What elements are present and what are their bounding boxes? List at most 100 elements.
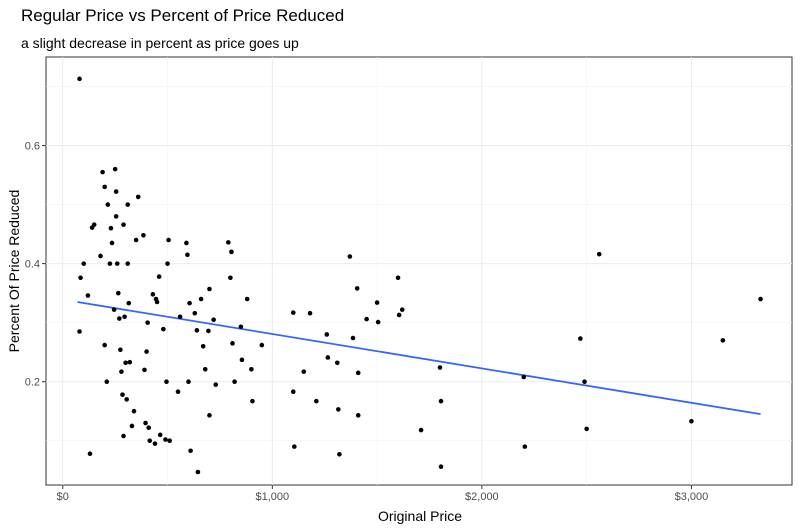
data-point	[146, 425, 151, 431]
data-point	[521, 374, 527, 380]
data-point	[334, 360, 340, 366]
data-point	[129, 423, 135, 429]
data-point	[192, 310, 198, 316]
data-point	[290, 310, 296, 315]
data-point	[437, 365, 443, 370]
data-point	[113, 214, 119, 219]
data-point	[347, 254, 353, 259]
data-point	[207, 286, 212, 292]
data-point	[375, 319, 381, 325]
data-point	[161, 326, 166, 332]
data-point	[239, 357, 245, 363]
data-point	[186, 379, 191, 384]
data-point	[150, 292, 156, 297]
data-point	[578, 336, 583, 341]
data-point	[135, 194, 141, 200]
data-point	[229, 249, 234, 255]
data-point	[123, 360, 128, 366]
data-point	[336, 407, 341, 412]
data-point	[438, 398, 444, 404]
data-point	[249, 366, 254, 372]
y-tick-label: 0.4	[25, 259, 40, 271]
data-point	[226, 240, 231, 245]
data-point	[228, 275, 233, 281]
data-point	[522, 444, 528, 449]
data-point	[418, 427, 424, 433]
data-point	[325, 355, 331, 360]
x-tick-label: $0	[57, 491, 69, 503]
data-point	[689, 418, 694, 424]
data-point	[354, 286, 360, 291]
data-point	[111, 307, 117, 312]
data-point	[213, 382, 219, 387]
data-point	[292, 444, 297, 449]
data-point	[307, 310, 313, 316]
data-point	[582, 379, 587, 384]
data-point	[118, 347, 123, 353]
data-point	[100, 169, 105, 175]
data-point	[122, 314, 127, 320]
data-point	[167, 438, 172, 444]
data-point	[584, 426, 589, 432]
data-point	[91, 222, 97, 227]
data-point	[77, 329, 82, 334]
data-point	[184, 240, 189, 246]
data-point	[185, 252, 190, 258]
data-point	[720, 338, 726, 343]
data-point	[195, 469, 201, 475]
data-point	[98, 253, 103, 259]
data-point	[396, 312, 402, 318]
data-point	[232, 379, 237, 384]
data-point	[112, 166, 118, 172]
data-point	[438, 464, 444, 469]
data-point	[355, 370, 361, 376]
data-point	[121, 222, 126, 227]
grid-major	[46, 57, 792, 485]
data-point	[187, 300, 192, 306]
data-point	[113, 189, 119, 194]
data-point	[142, 367, 147, 373]
points-group	[77, 76, 763, 475]
data-point	[121, 433, 126, 439]
data-point	[175, 389, 181, 395]
data-point	[250, 398, 255, 404]
data-point	[152, 441, 158, 446]
data-point	[125, 261, 131, 266]
data-point	[324, 332, 330, 337]
data-point	[337, 452, 342, 457]
data-point	[207, 413, 212, 418]
data-point	[77, 76, 82, 82]
data-point	[143, 420, 148, 426]
data-point	[141, 232, 146, 238]
x-tick-label: $3,000	[675, 491, 709, 503]
data-point	[314, 398, 319, 404]
data-point	[78, 275, 83, 281]
y-axis-ticks: 0.2 0.4 0.6	[25, 141, 46, 389]
data-point	[596, 251, 602, 257]
y-tick-label: 0.2	[25, 377, 40, 389]
y-axis-title: Percent Of Price Reduced	[6, 190, 22, 353]
trend-line	[77, 301, 761, 416]
data-point	[364, 316, 369, 322]
data-point	[81, 261, 87, 266]
data-point	[177, 314, 183, 320]
data-point	[85, 293, 91, 298]
data-point	[211, 317, 216, 323]
trend-line-group	[77, 301, 761, 416]
data-point	[108, 225, 114, 231]
data-point	[109, 240, 115, 246]
data-point	[107, 261, 113, 266]
data-point	[202, 366, 208, 372]
data-point	[165, 261, 170, 266]
data-point	[133, 237, 139, 243]
data-point	[156, 274, 162, 279]
data-point	[117, 316, 122, 321]
data-point	[244, 296, 250, 302]
data-point	[163, 437, 168, 442]
plot-panel	[45, 56, 793, 486]
data-point	[105, 202, 111, 207]
x-tick-label: $2,000	[465, 491, 499, 503]
y-tick-label: 0.6	[25, 141, 40, 153]
data-point	[102, 184, 107, 190]
